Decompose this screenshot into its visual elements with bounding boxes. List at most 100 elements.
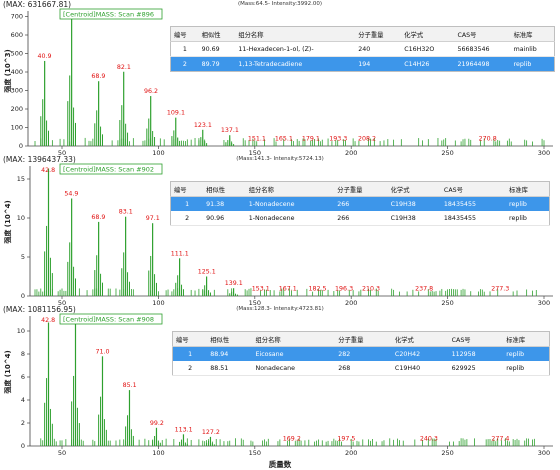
library-hit-table-902[interactable]: 编号 相似性 组分名称 分子重量 化学式 CAS号 标准库 1 91.38 1-… [170,181,550,226]
x-tick-label: 150 [249,149,261,155]
peak-label: 96.2 [144,88,158,95]
cell-cas: 18435455 [440,211,507,226]
cell-name: 1-Nonadecene [245,211,335,226]
scan-label: [Centroid]MASS: Scan #902 [59,163,163,175]
peak-label: 71.0 [95,348,109,355]
peak-label: 151.1 [248,135,266,142]
table-row-selected[interactable]: 1 91.38 1-Nonadecene 266 C19H38 18435455… [170,196,550,211]
y-tick-label: 100 [11,124,23,132]
spectrum-panel-902: 0 5 10 15 50 100 150 200 250 300 42.8 54.9 68.9 83.1 9… [0,155,560,305]
peak-label: 68.9 [91,73,105,80]
cell-formula: C19H38 [387,196,441,211]
y-tick-label: 6 [21,373,25,381]
y-tick-label: 500 [11,50,23,58]
col-similarity[interactable]: 相似性 [207,331,253,347]
x-tick-label: 150 [249,449,261,455]
scan-label: [Centroid]MASS: Scan #896 [59,8,163,20]
col-cas[interactable]: CAS号 [448,331,504,347]
peak-label: 182.5 [308,285,326,292]
y-tick-label: 5 [21,253,25,261]
x-tick-label: 100 [152,299,164,305]
cell-mw: 266 [334,196,388,211]
col-no[interactable]: 编号 [170,26,199,42]
peak-label: 111.1 [171,250,189,257]
col-name[interactable]: 组分名称 [252,331,336,347]
col-cas[interactable]: CAS号 [440,181,507,197]
scan-label: [Centroid]MASS: Scan #908 [59,313,163,325]
x-tick-label: 300 [538,299,550,305]
y-axis-label: 强度 (10^3) [4,49,12,93]
library-hit-table-908[interactable]: 编号 相似性 组分名称 分子重量 化学式 CAS号 标准库 1 88.94 Ei… [172,331,550,376]
col-library[interactable]: 标准库 [510,26,555,42]
peak-label: 40.9 [37,53,51,60]
cell-formula: C19H40 [391,361,449,376]
table-row[interactable]: 2 90.96 1-Nonadecene 266 C19H38 18435455… [170,211,550,226]
col-name[interactable]: 组分名称 [245,181,335,197]
col-mw[interactable]: 分子重量 [335,331,392,347]
cell-cas: 21964498 [454,56,511,72]
spectrum-plot-902[interactable]: 0 5 10 15 50 100 150 200 250 300 42.8 54.9 68.9 83.1 9… [0,155,560,305]
cell-similarity: 90.69 [198,41,236,57]
cell-name: 1-Nonadecene [245,196,335,211]
table-row-selected[interactable]: 2 89.79 1,13-Tetradecadiene 194 C14H26 2… [170,56,555,72]
y-tick-label: 300 [11,87,23,95]
col-formula[interactable]: 化学式 [387,181,441,197]
scan-label-text: [Centroid]MASS: Scan #908 [63,316,154,324]
x-tick-label: 200 [345,299,357,305]
col-library[interactable]: 标准库 [503,331,550,347]
cell-mw: 240 [355,41,402,57]
library-hit-table-896[interactable]: 编号 相似性 组分名称 分子重量 化学式 CAS号 标准库 1 90.69 11… [170,26,555,72]
col-formula[interactable]: 化学式 [391,331,449,347]
cell-similarity: 88.51 [207,361,253,376]
cursor-info-label: (Mass:128.3- Intensity:4723.81) [236,306,324,312]
col-mw[interactable]: 分子重量 [334,181,388,197]
col-cas[interactable]: CAS号 [454,26,511,42]
table-row[interactable]: 2 88.51 Nonadecane 268 C19H40 629925 rep… [172,361,550,376]
cell-library: replib [510,56,555,72]
cell-library: replib [506,196,550,211]
peak-label: 153.1 [252,285,270,292]
cell-cas: 56683546 [454,41,511,57]
cursor-info-label: (Mass:64.5- Intensity:3992.00) [237,1,323,7]
cell-formula: C14H26 [401,56,455,72]
peak-label: 83.1 [119,209,133,216]
peak-label: 99.2 [150,420,164,427]
spectrum-plot-908[interactable]: 02468105010015020025030042.856.971.085.1… [0,305,560,455]
col-library[interactable]: 标准库 [506,181,550,197]
cell-library: replib [503,346,550,361]
x-tick-label: 250 [441,449,453,455]
x-tick-label: 50 [58,449,66,455]
y-tick-label: 10 [17,327,25,335]
x-tick-label: 150 [249,299,261,305]
spectrum-panel-908: 02468105010015020025030042.856.971.085.1… [0,305,560,455]
peak-label: 208.2 [358,135,376,142]
y-tick-label: 8 [21,350,25,358]
cell-no: 1 [170,196,204,211]
y-tick-label: 4 [21,396,25,404]
col-formula[interactable]: 化学式 [401,26,455,42]
col-similarity[interactable]: 相似性 [203,181,246,197]
x-tick-label: 200 [345,449,357,455]
cell-formula: C20H42 [391,346,449,361]
table-row[interactable]: 1 90.69 11-Hexadecen-1-ol, (Z)- 240 C16H… [170,41,555,57]
y-tick-label: 700 [11,13,23,21]
col-no[interactable]: 编号 [170,181,204,197]
peak-label: 42.8 [41,167,55,174]
col-name[interactable]: 组分名称 [235,26,356,42]
x-tick-label: 50 [58,299,66,305]
peak-label: 97.1 [146,215,160,222]
y-tick-label: 600 [11,31,23,39]
peak-label: 68.9 [91,214,105,221]
cell-library: replib [506,211,550,226]
cell-cas: 112958 [448,346,504,361]
peak-label: 139.1 [225,280,243,287]
col-mw[interactable]: 分子重量 [355,26,402,42]
y-tick-label: 0 [21,292,25,300]
col-no[interactable]: 编号 [172,331,208,347]
table-row-selected[interactable]: 1 88.94 Eicosane 282 C20H42 112958 repli… [172,346,550,361]
x-tick-label: 100 [152,449,164,455]
spectrum-plot-896[interactable]: 0 100 200 300 400 500 600 700 50 100 150 200 250 300 4… [0,0,560,155]
peak-label: 137.1 [221,127,239,134]
col-similarity[interactable]: 相似性 [198,26,236,42]
